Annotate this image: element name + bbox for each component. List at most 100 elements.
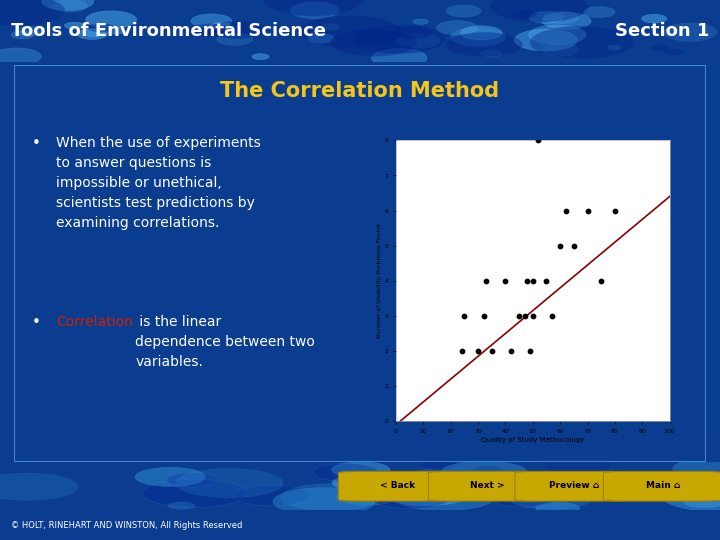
Text: •: • bbox=[32, 315, 40, 330]
Ellipse shape bbox=[375, 487, 444, 505]
Ellipse shape bbox=[490, 489, 558, 507]
Point bbox=[500, 276, 511, 285]
Ellipse shape bbox=[354, 24, 446, 53]
Point bbox=[524, 347, 536, 355]
Ellipse shape bbox=[168, 502, 195, 509]
Ellipse shape bbox=[436, 21, 477, 35]
Ellipse shape bbox=[461, 26, 502, 40]
Point bbox=[480, 276, 492, 285]
Point bbox=[513, 312, 525, 320]
Ellipse shape bbox=[451, 28, 505, 46]
Ellipse shape bbox=[86, 11, 137, 29]
Text: Main ⌂: Main ⌂ bbox=[646, 482, 680, 490]
Ellipse shape bbox=[0, 48, 41, 65]
Ellipse shape bbox=[307, 34, 335, 43]
Ellipse shape bbox=[528, 25, 586, 45]
Ellipse shape bbox=[107, 28, 125, 34]
Ellipse shape bbox=[382, 482, 472, 506]
Text: The Correlation Method: The Correlation Method bbox=[220, 80, 500, 100]
Ellipse shape bbox=[252, 53, 269, 59]
Point bbox=[456, 347, 467, 355]
Text: When the use of experiments
to answer questions is
impossible or unethical,
scie: When the use of experiments to answer qu… bbox=[56, 136, 261, 231]
Text: Correlation: Correlation bbox=[56, 315, 132, 329]
Ellipse shape bbox=[281, 484, 381, 511]
Text: •: • bbox=[32, 136, 40, 151]
Ellipse shape bbox=[321, 24, 340, 30]
Ellipse shape bbox=[142, 479, 247, 508]
Ellipse shape bbox=[42, 0, 94, 10]
Point bbox=[560, 206, 572, 215]
Point bbox=[546, 312, 558, 320]
Ellipse shape bbox=[399, 470, 464, 487]
Ellipse shape bbox=[52, 0, 87, 12]
Ellipse shape bbox=[332, 474, 397, 491]
FancyBboxPatch shape bbox=[428, 471, 547, 501]
Ellipse shape bbox=[312, 463, 378, 481]
Point bbox=[609, 206, 621, 215]
Point bbox=[521, 276, 533, 285]
Ellipse shape bbox=[454, 471, 490, 481]
Point bbox=[527, 276, 539, 285]
Ellipse shape bbox=[649, 44, 670, 51]
Ellipse shape bbox=[397, 33, 440, 48]
Ellipse shape bbox=[65, 22, 84, 29]
Ellipse shape bbox=[82, 29, 105, 37]
FancyBboxPatch shape bbox=[515, 471, 634, 501]
Ellipse shape bbox=[371, 487, 450, 509]
Y-axis label: Number of Usability Problems Found: Number of Usability Problems Found bbox=[377, 224, 382, 338]
Ellipse shape bbox=[530, 26, 634, 59]
Ellipse shape bbox=[330, 29, 417, 56]
Ellipse shape bbox=[210, 21, 267, 39]
FancyBboxPatch shape bbox=[338, 471, 457, 501]
Ellipse shape bbox=[441, 461, 528, 485]
Ellipse shape bbox=[446, 32, 523, 57]
Ellipse shape bbox=[542, 44, 578, 56]
Ellipse shape bbox=[684, 497, 720, 508]
Ellipse shape bbox=[372, 49, 427, 68]
Ellipse shape bbox=[510, 10, 537, 19]
Point bbox=[519, 312, 531, 320]
Ellipse shape bbox=[393, 483, 495, 510]
Point bbox=[505, 347, 517, 355]
Ellipse shape bbox=[480, 50, 502, 57]
Point bbox=[533, 136, 544, 145]
Ellipse shape bbox=[583, 6, 615, 18]
Ellipse shape bbox=[536, 502, 580, 514]
Ellipse shape bbox=[542, 456, 612, 475]
Ellipse shape bbox=[290, 2, 339, 19]
Ellipse shape bbox=[514, 29, 577, 51]
Ellipse shape bbox=[642, 14, 667, 23]
Point bbox=[459, 312, 470, 320]
Ellipse shape bbox=[176, 469, 283, 497]
Point bbox=[554, 241, 566, 250]
Ellipse shape bbox=[0, 0, 65, 26]
FancyBboxPatch shape bbox=[603, 471, 720, 501]
Ellipse shape bbox=[191, 14, 232, 28]
Ellipse shape bbox=[210, 23, 230, 30]
Ellipse shape bbox=[391, 26, 433, 39]
Ellipse shape bbox=[331, 462, 390, 478]
Ellipse shape bbox=[11, 31, 33, 39]
Ellipse shape bbox=[0, 473, 78, 501]
Ellipse shape bbox=[672, 457, 720, 480]
Point bbox=[541, 276, 552, 285]
Ellipse shape bbox=[542, 12, 591, 29]
Point bbox=[478, 312, 490, 320]
Text: is the linear
dependence between two
variables.: is the linear dependence between two var… bbox=[135, 315, 315, 369]
Ellipse shape bbox=[543, 11, 578, 24]
Ellipse shape bbox=[77, 29, 108, 39]
Point bbox=[472, 347, 484, 355]
Ellipse shape bbox=[166, 473, 219, 487]
Point bbox=[568, 241, 580, 250]
Ellipse shape bbox=[420, 460, 459, 470]
Text: Section 1: Section 1 bbox=[615, 22, 709, 40]
Ellipse shape bbox=[608, 45, 621, 50]
Point bbox=[527, 312, 539, 320]
Ellipse shape bbox=[490, 0, 588, 22]
Text: Preview ⌂: Preview ⌂ bbox=[549, 482, 599, 490]
Ellipse shape bbox=[273, 488, 375, 515]
Point bbox=[486, 347, 498, 355]
Ellipse shape bbox=[233, 485, 310, 506]
Point bbox=[595, 276, 607, 285]
Ellipse shape bbox=[16, 26, 44, 36]
